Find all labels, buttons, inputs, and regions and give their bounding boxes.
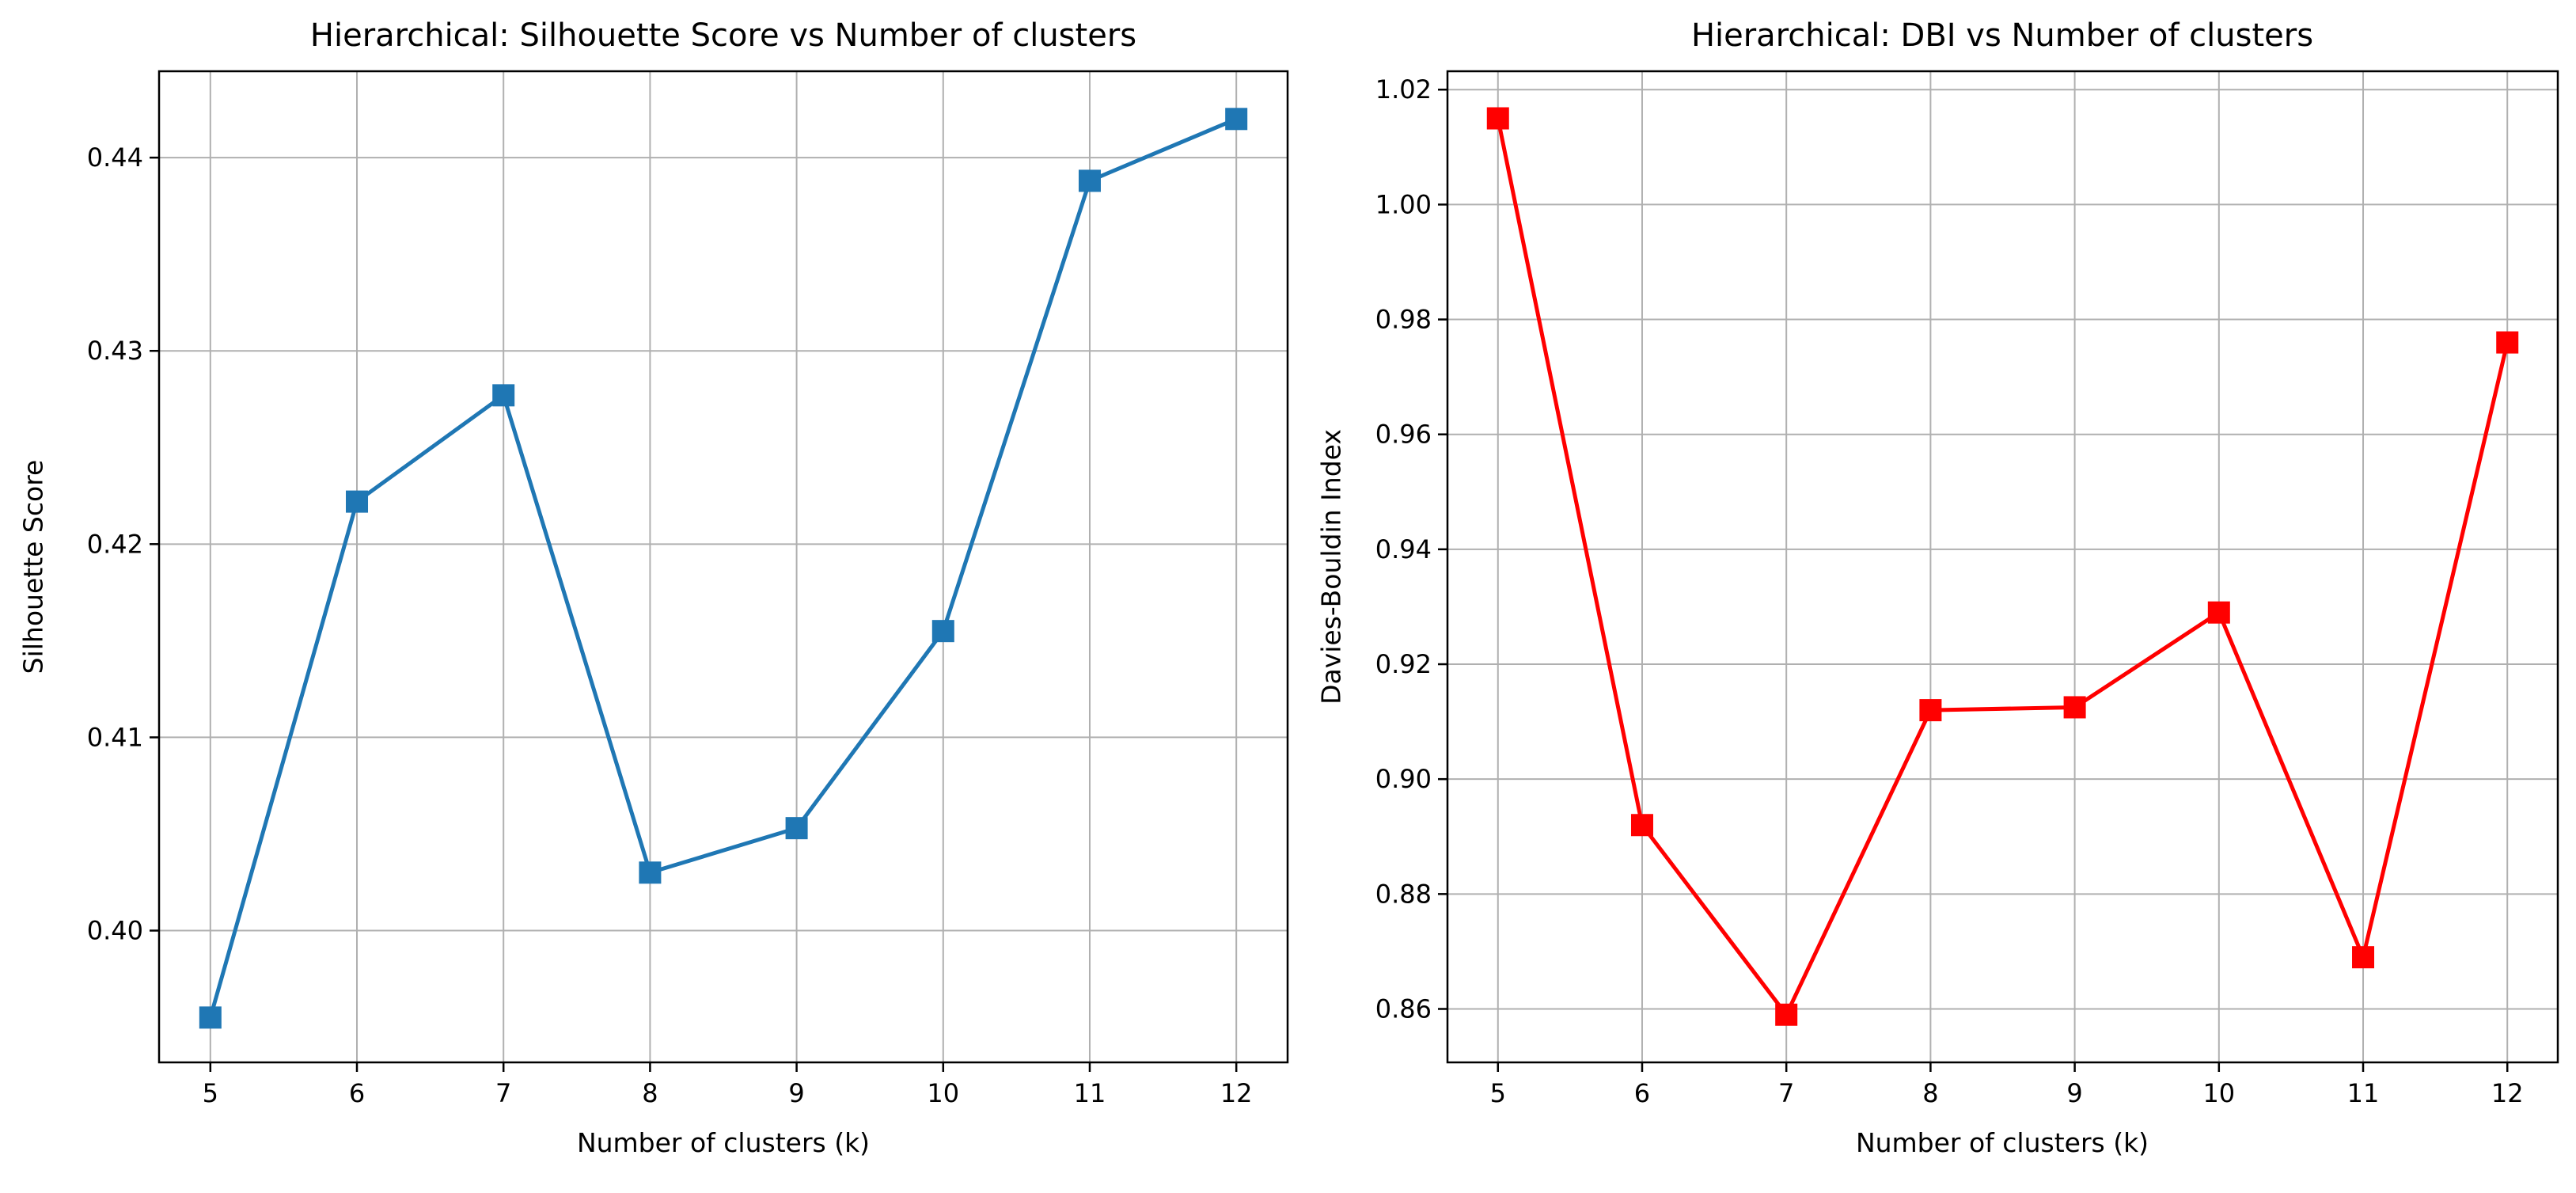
left-x-axis-label: Number of clusters (k) (576, 1127, 871, 1158)
plot-border (1446, 70, 2559, 1064)
y-tick-label: 0.43 (87, 336, 143, 366)
grid-silhouette-score (159, 71, 1288, 1062)
data-point-marker (2496, 331, 2519, 354)
data-point-marker (1225, 108, 1248, 131)
x-tick-label: 7 (1778, 1078, 1794, 1108)
plot-border (157, 70, 1289, 1064)
data-point-marker (2352, 946, 2375, 969)
y-tick-label: 0.44 (87, 142, 143, 173)
x-tick-label: 12 (1220, 1078, 1253, 1108)
data-point-marker (1630, 814, 1653, 837)
right-chart-title: Hierarchical: DBI vs Number of clusters (1690, 17, 2314, 54)
data-point-marker (1486, 107, 1509, 130)
axes-silhouette-score: 5 6 7 8 9 10 11 12 0.40 0.41 0.42 0.43 0.44 (87, 70, 1289, 1108)
y-tick-label: 0.41 (87, 722, 143, 752)
grid-davies-bouldin-index (1447, 71, 2558, 1062)
series-markers-silhouette-score (199, 108, 1248, 1029)
y-tick-label: 0.94 (1375, 534, 1432, 564)
x-tick-label: 7 (495, 1078, 511, 1108)
series-line-davies-bouldin-index (1496, 118, 2510, 1017)
data-point-marker (199, 1006, 222, 1029)
data-point-marker (931, 620, 954, 643)
x-axis-ticks: 5 6 7 8 9 10 11 12 (1490, 1062, 2524, 1108)
x-tick-label: 11 (1074, 1078, 1106, 1108)
right-x-axis-label: Number of clusters (k) (1855, 1127, 2149, 1158)
data-point-marker (492, 384, 515, 407)
data-point-marker (639, 861, 662, 884)
data-point-marker (2063, 696, 2086, 719)
y-tick-label: 0.42 (87, 529, 143, 559)
x-tick-label: 5 (203, 1078, 218, 1108)
x-tick-label: 10 (927, 1078, 959, 1108)
data-point-marker (1775, 1003, 1798, 1026)
x-tick-label: 8 (642, 1078, 658, 1108)
data-point-marker (1078, 169, 1101, 192)
y-tick-label: 0.98 (1375, 305, 1432, 335)
data-point-marker (346, 490, 369, 513)
y-tick-label: 0.86 (1375, 994, 1432, 1024)
y-tick-label: 0.92 (1375, 649, 1432, 679)
y-tick-label: 0.40 (87, 916, 143, 946)
y-tick-label: 1.00 (1375, 189, 1432, 219)
x-tick-label: 8 (1922, 1078, 1938, 1108)
data-point-marker (2207, 601, 2230, 624)
x-axis-ticks: 5 6 7 8 9 10 11 12 (203, 1062, 1253, 1108)
x-tick-label: 6 (349, 1078, 365, 1108)
axes-davies-bouldin-index: 5 6 7 8 9 10 11 12 0.86 0.88 0.90 0.92 0.94 0.96 0.98 1… (1375, 70, 2559, 1108)
y-tick-label: 0.90 (1375, 764, 1432, 794)
left-y-axis-label: Silhouette Score (17, 459, 49, 674)
y-tick-label: 0.88 (1375, 879, 1432, 909)
y-axis-ticks: 0.86 0.88 0.90 0.92 0.94 0.96 0.98 1.00 1.02 (1375, 74, 1447, 1024)
x-tick-label: 6 (1634, 1078, 1650, 1108)
x-tick-label: 5 (1490, 1078, 1506, 1108)
series-line-silhouette-score (208, 116, 1238, 1019)
series-markers-davies-bouldin-index (1486, 107, 2519, 1026)
y-tick-label: 1.02 (1375, 74, 1432, 104)
x-tick-label: 9 (2066, 1078, 2082, 1108)
data-point-marker (1919, 699, 1942, 722)
x-tick-label: 9 (788, 1078, 804, 1108)
y-axis-ticks: 0.40 0.41 0.42 0.43 0.44 (87, 142, 159, 946)
left-chart-title: Hierarchical: Silhouette Score vs Number… (309, 17, 1137, 54)
data-point-marker (785, 817, 808, 840)
y-tick-label: 0.96 (1375, 420, 1432, 450)
right-y-axis-label: Davies-Bouldin Index (1315, 429, 1347, 705)
x-tick-label: 11 (2347, 1078, 2380, 1108)
x-tick-label: 10 (2202, 1078, 2235, 1108)
x-tick-label: 12 (2491, 1078, 2524, 1108)
